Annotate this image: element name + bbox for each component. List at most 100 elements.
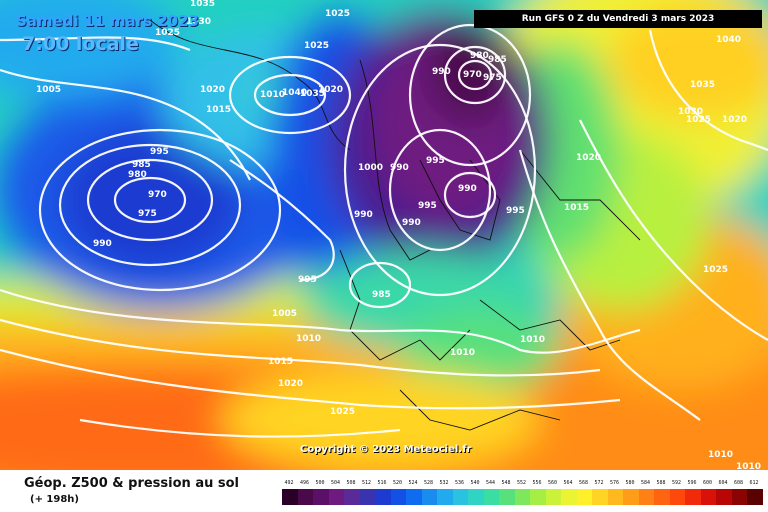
pressure-map: 1035 1030 1025 1025 1025 1005 1020 1015 … xyxy=(0,0,768,470)
scale-label: 524 xyxy=(408,480,418,486)
isobar-label: 990 xyxy=(93,239,112,249)
isobar-label: 1025 xyxy=(686,115,711,125)
isobar-labels: 1035 1030 1025 1025 1025 1005 1020 1015 … xyxy=(36,0,761,470)
scale-label: 604 xyxy=(718,480,728,486)
scale-label: 608 xyxy=(733,480,744,486)
scale-swatch xyxy=(313,489,329,505)
scale-label: 528 xyxy=(423,480,434,486)
isobar-label: 1035 xyxy=(690,80,715,90)
scale-label: 492 xyxy=(284,480,294,486)
scale-swatch xyxy=(592,489,608,505)
map-title: Géop. Z500 & pression au sol xyxy=(24,476,239,491)
isobar-label: 1010 xyxy=(450,348,475,358)
isobar-label: 1025 xyxy=(703,265,728,275)
isobar-label: 1025 xyxy=(155,28,180,38)
scale-swatch xyxy=(530,489,546,505)
scale-swatch xyxy=(499,489,515,505)
scale-label: 576 xyxy=(609,480,620,486)
isobar-label: 1020 xyxy=(200,85,225,95)
isobar-label: 975 xyxy=(138,209,157,219)
isobar-label: 1010 xyxy=(296,334,321,344)
scale-swatch xyxy=(700,489,716,505)
scale-swatch xyxy=(297,489,313,505)
scale-swatch xyxy=(669,489,685,505)
scale-label: 544 xyxy=(485,480,496,486)
scale-label: 600 xyxy=(702,480,713,486)
scale-swatch xyxy=(561,489,577,505)
scale-swatch xyxy=(685,489,701,505)
isobars xyxy=(0,23,768,438)
isobar-label: 1025 xyxy=(330,407,355,417)
isobar-label: 995 xyxy=(426,156,445,166)
scale-label: 552 xyxy=(516,480,527,486)
isobar-label: 970 xyxy=(148,190,167,200)
isobar-label: 1040 xyxy=(716,35,741,45)
isobar-label: 1005 xyxy=(272,309,297,319)
scale-swatch xyxy=(344,489,360,505)
scale-label: 588 xyxy=(656,480,666,486)
isobar-label: 990 xyxy=(458,184,477,194)
isobar-label: 970 xyxy=(463,70,482,80)
isobar-label: 1015 xyxy=(268,357,293,367)
scale-label: 612 xyxy=(749,480,759,486)
isobar-label: 985 xyxy=(372,290,391,300)
scale-swatch xyxy=(468,489,484,505)
isobar-label: 995 xyxy=(150,147,169,157)
isobar-label: 1020 xyxy=(722,115,747,125)
isobar-label: 1035 xyxy=(300,89,325,99)
isobar-label: 990 xyxy=(432,67,451,77)
scale-label: 596 xyxy=(687,480,697,486)
forecast-date: Samedi 11 mars 2023 xyxy=(16,12,199,30)
scale-label: 580 xyxy=(625,480,635,486)
scale-label: 532 xyxy=(439,480,449,486)
run-banner: Run GFS 0 Z du Vendredi 3 mars 2023 xyxy=(474,10,762,28)
scale-label: 508 xyxy=(346,480,356,486)
isobar-label: 1035 xyxy=(190,0,215,9)
scale-label: 564 xyxy=(563,480,573,486)
isobar-label: 1010 xyxy=(260,90,285,100)
coastlines xyxy=(149,19,641,431)
isobar-label: 1015 xyxy=(206,105,231,115)
scale-swatch xyxy=(576,489,592,505)
isobar-label: 1000 xyxy=(358,163,383,173)
isobar-label: 990 xyxy=(354,210,373,220)
isobar-label: 1010 xyxy=(520,335,545,345)
scale-label: 592 xyxy=(671,480,682,486)
isobar-label: 975 xyxy=(483,73,502,83)
scale-swatch xyxy=(654,489,670,505)
scale-label: 536 xyxy=(454,480,465,486)
scale-swatch xyxy=(406,489,422,505)
forecast-time: 7:00 locale xyxy=(22,33,139,55)
scale-label: 556 xyxy=(532,480,542,486)
scale-swatch xyxy=(328,489,344,505)
isobar-label: 1020 xyxy=(278,379,303,389)
isobar-label: 1025 xyxy=(325,9,350,19)
isobar-label: 985 xyxy=(132,160,151,170)
scale-swatch xyxy=(375,489,391,505)
isobar-label: 1030 xyxy=(186,17,211,27)
scale-swatch xyxy=(483,489,499,505)
scale-swatch xyxy=(421,489,437,505)
isobar-label: 995 xyxy=(418,201,437,211)
isobar-label: 1010 xyxy=(736,462,761,470)
isobar-label: 1010 xyxy=(708,450,733,460)
isobar-label: 985 xyxy=(488,55,507,65)
scale-label: 516 xyxy=(377,480,387,486)
isobar-label: 1020 xyxy=(318,85,343,95)
scale-swatch xyxy=(437,489,453,505)
scale-label: 548 xyxy=(501,480,511,486)
scale-swatch xyxy=(716,489,732,505)
scale-label: 520 xyxy=(392,480,403,486)
scale-label: 584 xyxy=(640,480,651,486)
scale-label: 540 xyxy=(470,480,480,486)
isobar-label: 990 xyxy=(402,218,421,228)
isobar-label: 1025 xyxy=(304,41,329,51)
scale-swatch xyxy=(514,489,530,505)
isobar-label: 1005 xyxy=(36,85,61,95)
scale-swatch xyxy=(623,489,639,505)
isobar-label: 980 xyxy=(128,170,147,180)
scale-swatch xyxy=(638,489,654,505)
copyright-notice: Copyright © 2023 Meteociel.fr xyxy=(300,444,472,455)
scale-label: 568 xyxy=(578,480,589,486)
